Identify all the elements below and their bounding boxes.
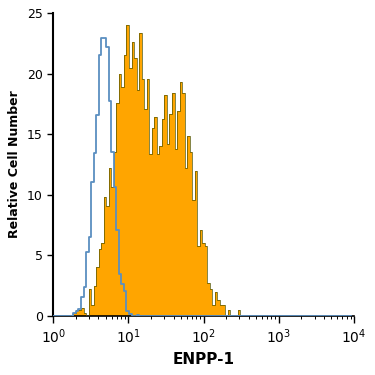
X-axis label: ENPP-1: ENPP-1 (172, 352, 235, 367)
Y-axis label: Relative Cell Number: Relative Cell Number (8, 91, 21, 238)
